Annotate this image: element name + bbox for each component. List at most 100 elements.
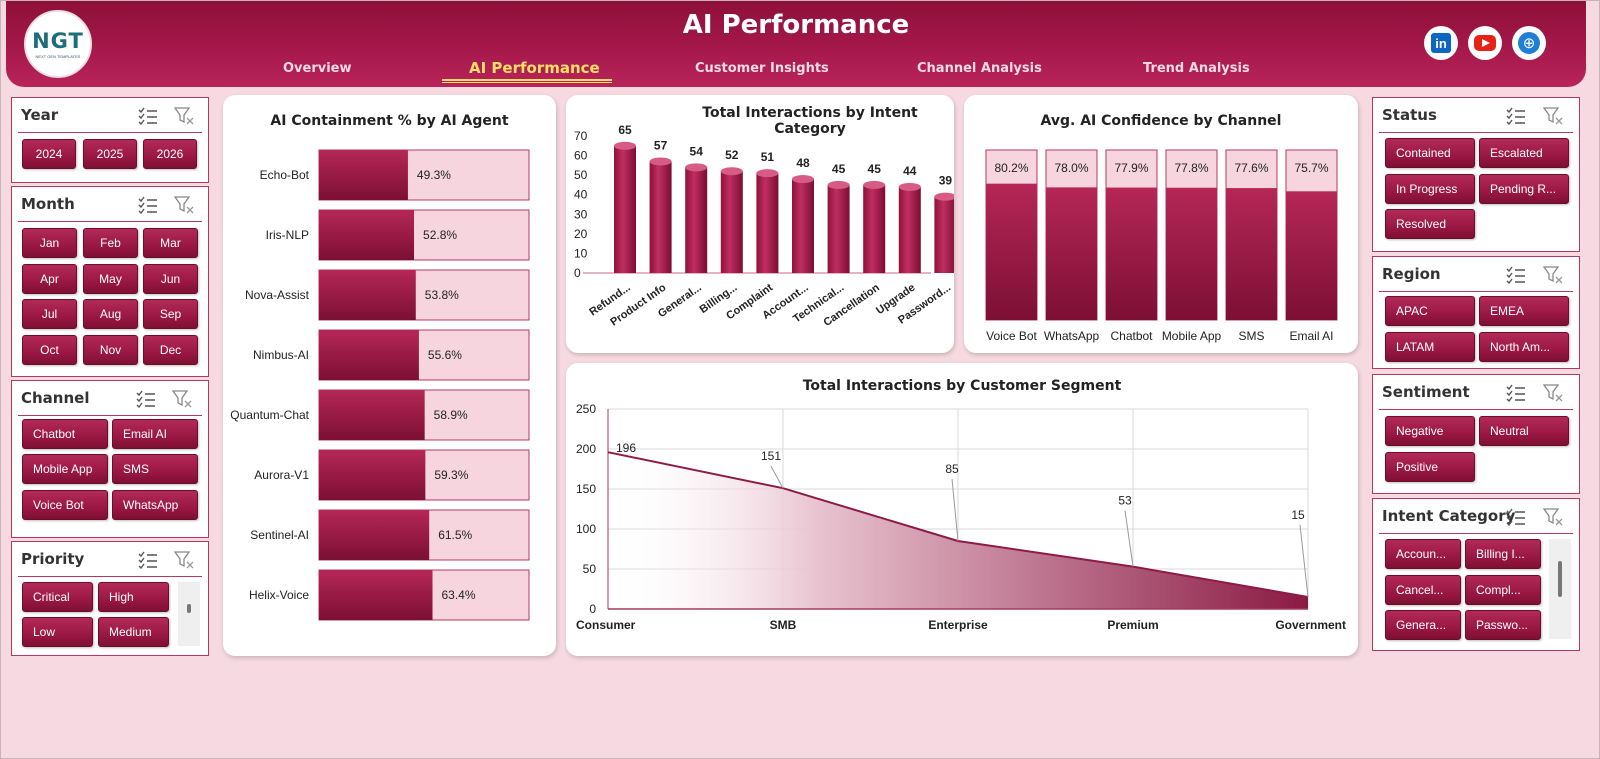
slicer-item[interactable]: Mobile App bbox=[22, 454, 108, 484]
slicer-item[interactable]: Jun bbox=[143, 264, 198, 294]
slicer-item[interactable]: Dec bbox=[143, 335, 198, 365]
slicer-channel: Channel Chatbot Email AI Mobile App SMS … bbox=[11, 380, 209, 538]
bar bbox=[319, 330, 419, 380]
category-label: Government bbox=[1275, 618, 1346, 632]
multi-select-icon[interactable] bbox=[138, 551, 158, 569]
slicer-month: Month Jan Feb Mar Apr May Jun Jul Aug Se… bbox=[11, 186, 209, 377]
multi-select-icon[interactable] bbox=[138, 196, 158, 214]
bar bbox=[319, 450, 426, 500]
slicer-item[interactable]: Jul bbox=[22, 299, 77, 329]
slicer-item[interactable]: Pending R... bbox=[1479, 174, 1569, 204]
nav-channel-analysis[interactable]: Channel Analysis bbox=[917, 61, 1042, 76]
slicer-title: Month bbox=[21, 195, 75, 213]
chart-card-confidence: Avg. AI Confidence by Channel 80.2% Voice… bbox=[964, 95, 1358, 353]
slicer-item[interactable]: 2026 bbox=[143, 139, 197, 169]
clear-filter-icon[interactable] bbox=[172, 390, 192, 408]
nav-ai-performance[interactable]: AI Performance bbox=[469, 59, 600, 77]
clear-filter-icon[interactable] bbox=[1543, 266, 1563, 284]
slicer-item[interactable]: 2024 bbox=[22, 139, 76, 169]
multi-select-icon[interactable] bbox=[138, 107, 158, 125]
bar bbox=[1166, 187, 1217, 320]
clear-filter-icon[interactable] bbox=[1543, 384, 1563, 402]
clear-filter-icon[interactable] bbox=[1543, 508, 1563, 526]
slicer-item[interactable]: Cancel... bbox=[1385, 575, 1461, 605]
slicer-sentiment: Sentiment Negative Neutral Positive bbox=[1372, 374, 1580, 494]
linkedin-button[interactable]: in bbox=[1424, 26, 1458, 60]
nav-overview[interactable]: Overview bbox=[283, 61, 352, 76]
slicer-item[interactable]: Voice Bot bbox=[22, 490, 108, 520]
slicer-item[interactable]: WhatsApp bbox=[112, 490, 198, 520]
multi-select-icon[interactable] bbox=[1506, 266, 1526, 284]
slicer-item[interactable]: North Am... bbox=[1479, 332, 1569, 362]
bar bbox=[720, 171, 743, 273]
y-tick-label: 0 bbox=[574, 266, 581, 280]
y-tick-label: 30 bbox=[574, 207, 588, 221]
slicer-item[interactable]: Medium bbox=[98, 617, 169, 647]
multi-select-icon[interactable] bbox=[1506, 384, 1526, 402]
slicer-item[interactable]: Accoun... bbox=[1385, 539, 1461, 569]
scroll-thumb[interactable] bbox=[1558, 561, 1562, 597]
slicer-item[interactable]: LATAM bbox=[1385, 332, 1475, 362]
clear-filter-icon[interactable] bbox=[1543, 107, 1563, 125]
slicer-item[interactable]: Contained bbox=[1385, 138, 1475, 168]
nav-customer-insights[interactable]: Customer Insights bbox=[695, 61, 829, 76]
slicer-scrollbar[interactable] bbox=[1549, 539, 1571, 639]
website-button[interactable]: ⊕ bbox=[1512, 26, 1546, 60]
data-label: 52.8% bbox=[423, 228, 457, 242]
slicer-item[interactable]: Negative bbox=[1385, 416, 1475, 446]
category-label: Quantum-Chat bbox=[230, 408, 309, 422]
slicer-item[interactable]: Low bbox=[22, 617, 93, 647]
slicer-item[interactable]: In Progress bbox=[1385, 174, 1475, 204]
slicer-item[interactable]: Billing I... bbox=[1465, 539, 1541, 569]
slicer-item[interactable]: Chatbot bbox=[22, 419, 108, 449]
slicer-item[interactable]: Positive bbox=[1385, 452, 1475, 482]
bar bbox=[986, 183, 1037, 320]
slicer-item[interactable]: Sep bbox=[143, 299, 198, 329]
nav-trend-analysis[interactable]: Trend Analysis bbox=[1143, 61, 1250, 76]
slicer-item[interactable]: Jan bbox=[22, 228, 77, 258]
multi-select-icon[interactable] bbox=[1506, 508, 1526, 526]
y-tick-label: 0 bbox=[589, 602, 596, 616]
slicer-item[interactable]: High bbox=[98, 582, 169, 612]
slicer-item[interactable]: Mar bbox=[143, 228, 198, 258]
slicer-year: Year 2024 2025 2026 bbox=[11, 97, 209, 183]
slicer-item[interactable]: Genera... bbox=[1385, 610, 1461, 640]
containment-chart: Echo-Bot 49.3% Iris-NLP 52.8% Nova-Assist 53.… bbox=[230, 149, 530, 621]
bar bbox=[1286, 191, 1337, 320]
clear-filter-icon[interactable] bbox=[174, 551, 194, 569]
multi-select-icon[interactable] bbox=[1506, 107, 1526, 125]
scroll-thumb[interactable] bbox=[187, 604, 191, 613]
slicer-item[interactable]: May bbox=[83, 264, 138, 294]
slicer-item[interactable]: 2025 bbox=[83, 139, 137, 169]
slicer-item[interactable]: Feb bbox=[83, 228, 138, 258]
multi-select-icon[interactable] bbox=[136, 390, 156, 408]
y-tick-label: 10 bbox=[574, 246, 588, 260]
slicer-item[interactable]: EMEA bbox=[1479, 296, 1569, 326]
slicer-item[interactable]: Email AI bbox=[112, 419, 198, 449]
slicer-item[interactable]: Compl... bbox=[1465, 575, 1541, 605]
slicer-item[interactable]: APAC bbox=[1385, 296, 1475, 326]
bar-cap bbox=[863, 180, 886, 189]
data-label: 53.8% bbox=[425, 288, 459, 302]
slicer-item[interactable]: Apr bbox=[22, 264, 77, 294]
bar-cap bbox=[898, 182, 921, 191]
slicer-item[interactable]: Aug bbox=[83, 299, 138, 329]
category-label: Iris-NLP bbox=[266, 228, 309, 242]
youtube-button[interactable] bbox=[1468, 26, 1502, 60]
clear-filter-icon[interactable] bbox=[174, 196, 194, 214]
slicer-priority: Priority Critical High Low Medium bbox=[11, 541, 209, 656]
clear-filter-icon[interactable] bbox=[174, 107, 194, 125]
slicer-item[interactable]: SMS bbox=[112, 454, 198, 484]
slicer-scrollbar[interactable] bbox=[178, 582, 200, 646]
page-title: AI Performance bbox=[682, 10, 910, 40]
slicer-item[interactable]: Neutral bbox=[1479, 416, 1569, 446]
slicer-item[interactable]: Critical bbox=[22, 582, 93, 612]
data-label: 52 bbox=[725, 148, 739, 162]
logo-subtext: NEXT GEN TEMPLATES bbox=[35, 54, 81, 59]
slicer-item[interactable]: Resolved bbox=[1385, 209, 1475, 239]
slicer-item[interactable]: Escalated bbox=[1479, 138, 1569, 168]
category-label: WhatsApp bbox=[1044, 329, 1100, 343]
slicer-item[interactable]: Nov bbox=[83, 335, 138, 365]
slicer-item[interactable]: Passwo... bbox=[1465, 610, 1541, 640]
slicer-item[interactable]: Oct bbox=[22, 335, 77, 365]
